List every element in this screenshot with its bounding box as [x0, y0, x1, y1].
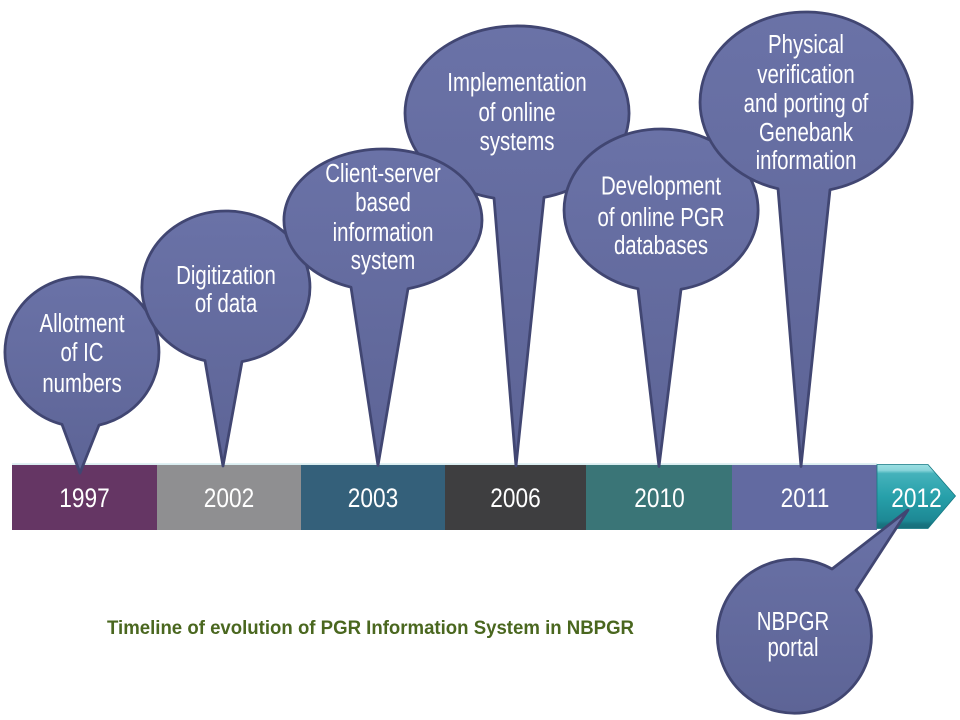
svg-text:of IC: of IC — [60, 338, 103, 367]
svg-text:numbers: numbers — [42, 369, 121, 398]
svg-text:verification: verification — [757, 60, 854, 89]
svg-text:information: information — [333, 218, 434, 247]
svg-text:Timeline of evolution of PGR I: Timeline of evolution of PGR Information… — [107, 617, 634, 639]
svg-text:databases: databases — [614, 231, 708, 260]
svg-text:systems: systems — [480, 127, 555, 156]
svg-text:based: based — [355, 188, 411, 217]
svg-text:system: system — [351, 246, 416, 275]
svg-text:of online: of online — [478, 98, 555, 127]
svg-text:2006: 2006 — [490, 483, 540, 513]
svg-text:2003: 2003 — [348, 483, 398, 513]
svg-text:NBPGR: NBPGR — [757, 607, 830, 636]
svg-text:of data: of data — [195, 289, 257, 318]
svg-text:portal: portal — [767, 633, 818, 662]
svg-text:Implementation: Implementation — [447, 68, 586, 97]
svg-text:Development: Development — [601, 171, 722, 200]
svg-text:Physical: Physical — [768, 30, 844, 59]
svg-text:and porting of: and porting of — [744, 89, 869, 118]
svg-text:information: information — [756, 146, 857, 175]
svg-text:2002: 2002 — [204, 483, 254, 513]
svg-text:2010: 2010 — [634, 483, 684, 513]
svg-text:2011: 2011 — [781, 483, 830, 513]
svg-text:of online PGR: of online PGR — [598, 203, 725, 232]
svg-text:Genebank: Genebank — [759, 118, 853, 147]
svg-text:2012: 2012 — [891, 483, 941, 513]
svg-text:Client-server: Client-server — [325, 159, 441, 188]
svg-text:1997: 1997 — [59, 483, 109, 513]
svg-text:Digitization: Digitization — [176, 261, 276, 290]
svg-text:Allotment: Allotment — [40, 309, 126, 338]
